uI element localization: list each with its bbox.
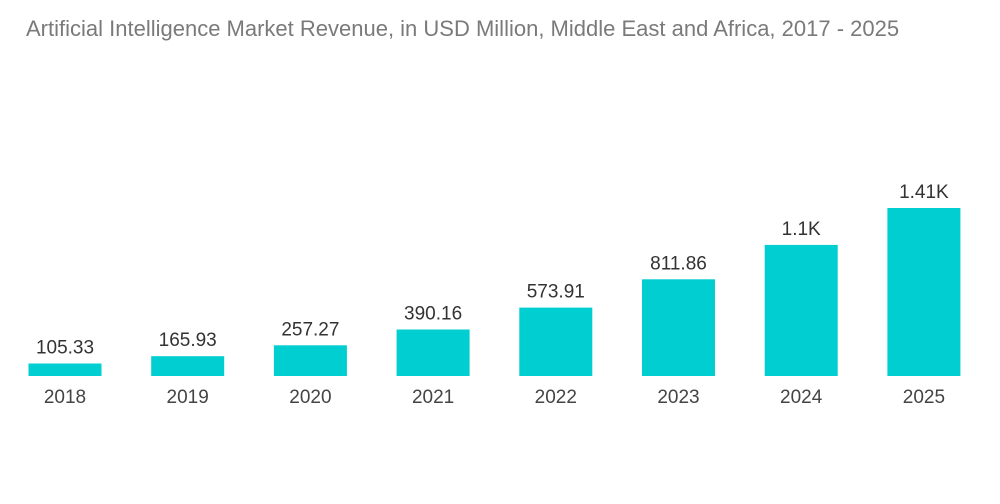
- data-label-2019: 165.93: [159, 330, 217, 351]
- bar-2024: [764, 244, 838, 376]
- bar-2025: [887, 208, 961, 376]
- data-label-2024: 1.1K: [782, 219, 821, 240]
- data-label-2023: 811.86: [650, 253, 707, 274]
- x-tick-label-2020: 2020: [289, 387, 331, 408]
- x-tick-label-2018: 2018: [44, 387, 86, 408]
- data-label-2020: 257.27: [281, 319, 339, 340]
- x-tick-label-2025: 2025: [903, 387, 945, 408]
- x-tick-label-2023: 2023: [657, 387, 699, 408]
- data-label-2018: 105.33: [36, 338, 94, 359]
- bar-2018: [28, 363, 102, 376]
- data-label-2025: 1.41K: [899, 182, 949, 203]
- data-label-2022: 573.91: [527, 282, 585, 303]
- bar-2019: [151, 356, 225, 376]
- x-tick-label-2019: 2019: [167, 387, 209, 408]
- x-tick-label-2021: 2021: [412, 387, 454, 408]
- bar-2022: [519, 307, 593, 376]
- chart-title: Artificial Intelligence Market Revenue, …: [26, 16, 900, 41]
- x-tick-label-2024: 2024: [780, 387, 823, 408]
- bar-2021: [396, 329, 470, 376]
- bar-2023: [642, 279, 715, 376]
- bar-2020: [273, 345, 347, 376]
- data-label-2021: 390.16: [404, 304, 462, 325]
- x-tick-label-2022: 2022: [535, 387, 577, 408]
